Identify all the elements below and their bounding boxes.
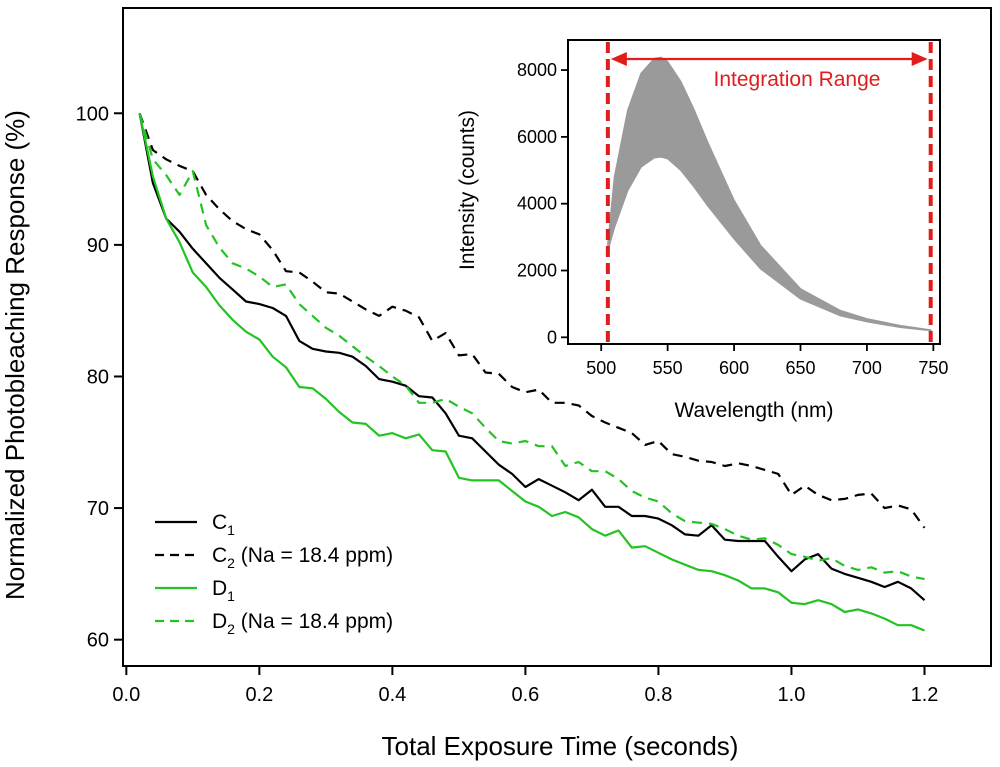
inset-y-tick-label: 4000 [517, 194, 557, 214]
legend: C1 C2 (Na = 18.4 ppm) D1 D2 (Na = 18.4 p… [155, 511, 393, 637]
main-y-tick-label: 60 [87, 630, 109, 652]
integration-range-label: Integration Range [714, 68, 881, 91]
legend-label-c2: C2 (Na = 18.4 ppm) [212, 544, 393, 571]
photobleaching-figure: 60 70 80 90 100 0.0 0.2 0.4 0.6 0.8 1.0 1.2 Total … [0, 0, 1000, 767]
main-x-tick-label: 0.8 [645, 684, 673, 706]
inset-x-tick-label: 500 [586, 358, 616, 378]
main-x-axis: 0.0 0.2 0.4 0.6 0.8 1.0 1.2 [112, 666, 938, 706]
inset-y-tick-label: 6000 [517, 127, 557, 147]
main-x-axis-title: Total Exposure Time (seconds) [382, 731, 739, 761]
main-x-tick-label: 1.2 [911, 684, 939, 706]
inset-y-axis-title: Intensity (counts) [456, 110, 479, 270]
main-y-tick-label: 80 [87, 366, 109, 388]
legend-label-c1: C1 [212, 511, 235, 538]
main-x-tick-label: 0.6 [511, 684, 539, 706]
main-y-tick-label: 100 [76, 103, 109, 125]
legend-label-d2: D2 (Na = 18.4 ppm) [212, 610, 393, 637]
main-x-tick-label: 1.0 [778, 684, 806, 706]
inset-x-tick-label: 700 [852, 358, 882, 378]
main-y-tick-label: 90 [87, 235, 109, 257]
inset-y-tick-label: 2000 [517, 261, 557, 281]
main-x-tick-label: 0.4 [378, 684, 406, 706]
main-x-tick-label: 0.0 [112, 684, 140, 706]
inset-x-axis: 500 550 600 650 700 750 [586, 344, 948, 378]
inset-y-tick-label: 8000 [517, 60, 557, 80]
inset-x-tick-label: 550 [653, 358, 683, 378]
inset-chart: 0 2000 4000 6000 8000 500 550 600 650 700 750 Wav… [456, 40, 948, 422]
main-x-tick-label: 0.2 [245, 684, 273, 706]
main-y-axis-title: Normalized Photobleaching Response (%) [0, 110, 30, 600]
inset-y-axis: 0 2000 4000 6000 8000 [517, 60, 568, 347]
inset-x-tick-label: 750 [918, 358, 948, 378]
inset-x-tick-label: 600 [719, 358, 749, 378]
inset-x-axis-title: Wavelength (nm) [674, 399, 833, 422]
main-y-tick-label: 70 [87, 498, 109, 520]
inset-x-tick-label: 650 [785, 358, 815, 378]
main-y-axis: 60 70 80 90 100 [76, 103, 123, 651]
inset-y-tick-label: 0 [547, 327, 557, 347]
legend-label-d1: D1 [212, 577, 235, 604]
